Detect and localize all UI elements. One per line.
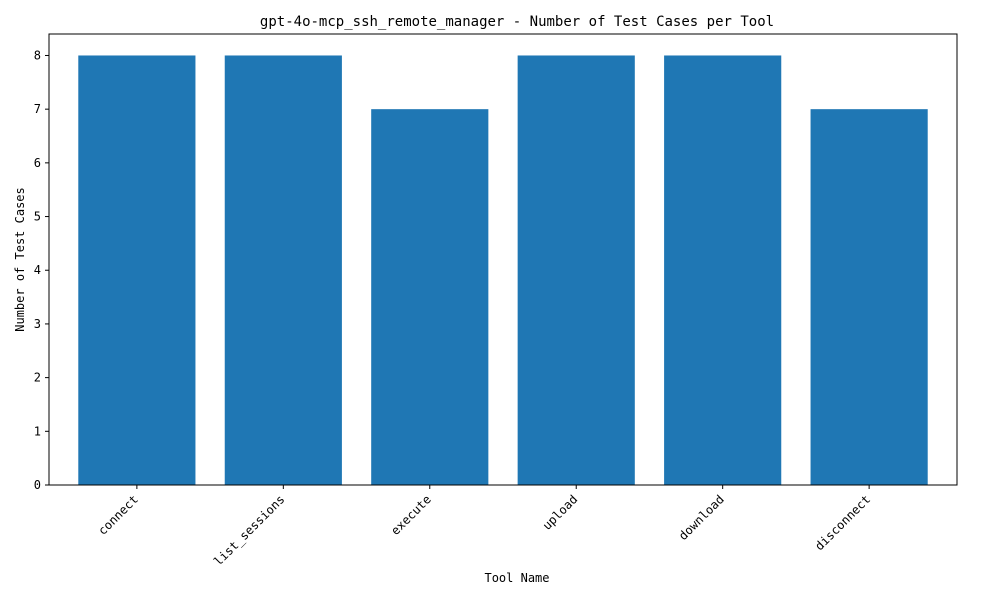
x-tick-label-download: download [676,492,727,543]
x-tick-label-connect: connect [95,492,141,538]
y-tick-label: 7 [34,102,41,116]
y-tick-label: 0 [34,478,41,492]
y-tick-label: 8 [34,48,41,62]
bars-group [78,55,928,486]
x-axis-label: Tool Name [484,571,549,585]
y-tick-label: 3 [34,317,41,331]
y-axis-ticks: 0 1 2 3 4 5 6 7 8 [34,48,49,492]
x-tick-label-execute: execute [388,492,434,538]
y-tick-label: 6 [34,156,41,170]
plot-area [49,34,957,485]
y-tick-label: 1 [34,424,41,438]
x-tick-label-upload: upload [540,492,581,533]
y-tick-label: 4 [34,263,41,277]
bar-list-sessions [224,55,342,485]
y-tick-label: 2 [34,371,41,385]
bar-upload [517,55,635,485]
x-tick-label-disconnect: disconnect [812,492,873,553]
bar-disconnect [810,109,928,486]
bar-download [664,55,782,485]
x-tick-label-list-sessions: list_sessions [211,492,287,568]
plot-frame [48,33,958,486]
y-axis-label: Number of Test Cases [13,187,27,332]
x-axis-ticks: connect list_sessions execute upload downloa… [95,485,873,569]
y-tick-label: 5 [34,210,41,224]
bar-execute [371,109,489,486]
chart-title: gpt-4o-mcp_ssh_remote_manager - Number o… [260,14,774,30]
bar-connect [78,55,196,485]
